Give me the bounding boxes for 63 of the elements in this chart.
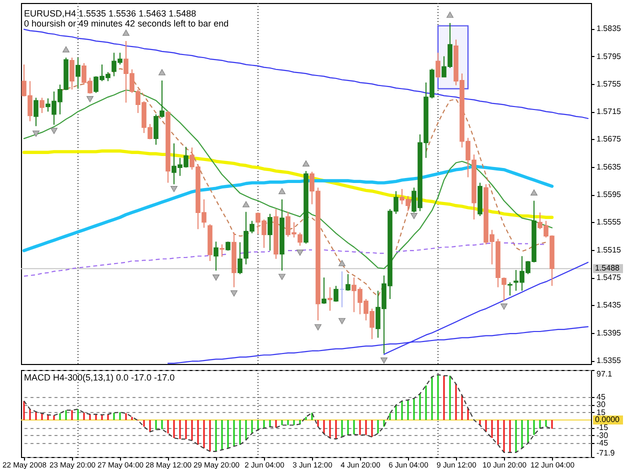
ref-line-label: 1.5488 bbox=[595, 264, 620, 273]
y-tick-label: -15 bbox=[596, 423, 609, 432]
candlestick bbox=[268, 213, 272, 252]
point bbox=[122, 30, 130, 36]
point bbox=[296, 250, 304, 256]
candlestick bbox=[334, 285, 338, 302]
candlestick bbox=[220, 244, 224, 258]
point bbox=[170, 186, 178, 192]
y-tick-label: 1.5675 bbox=[596, 134, 622, 144]
chart-title: MACD H4-300(5,13,1) 0.0 -17.0 -17.0 bbox=[24, 372, 175, 382]
y-tick-label: 1.5395 bbox=[596, 328, 622, 338]
ref-line-label: 0.0000 bbox=[595, 414, 620, 424]
y-tick-label: 30 bbox=[596, 400, 606, 410]
point bbox=[314, 324, 322, 330]
y-tick-label: 1.5555 bbox=[596, 218, 622, 227]
y-tick-label: 15 bbox=[596, 408, 606, 417]
candlestick bbox=[322, 277, 326, 304]
y-tick-label: 97.1 bbox=[596, 370, 613, 378]
point bbox=[302, 160, 310, 166]
candlestick bbox=[502, 277, 506, 302]
point bbox=[338, 260, 346, 266]
point bbox=[338, 318, 346, 324]
candlestick bbox=[214, 241, 218, 272]
candlestick bbox=[508, 282, 512, 296]
point bbox=[278, 188, 286, 194]
y-tick-label: -45 bbox=[596, 438, 609, 448]
y-tick-label: 1.5435 bbox=[596, 300, 622, 310]
y-tick-label: 1.5635 bbox=[596, 162, 622, 172]
candlestick bbox=[70, 57, 74, 90]
y-tick-label: 1.5795 bbox=[596, 52, 622, 61]
candlestick bbox=[346, 274, 350, 292]
point bbox=[86, 96, 94, 102]
y-tick-label: 1.5755 bbox=[596, 79, 622, 88]
point bbox=[242, 201, 250, 208]
y-tick-label: 1.5595 bbox=[596, 190, 622, 200]
y-tick-label: 1.5355 bbox=[596, 356, 622, 366]
y-tick-label: 1.5835 bbox=[596, 24, 622, 34]
candlestick bbox=[238, 242, 242, 275]
point bbox=[32, 130, 40, 137]
candlestick bbox=[34, 97, 38, 127]
candlestick bbox=[436, 52, 440, 78]
y-tick-label: 45 bbox=[596, 392, 606, 402]
candlestick bbox=[40, 97, 44, 114]
y-tick-label: 1.5475 bbox=[596, 273, 622, 282]
text: 0 hoursish or 49 minutes 42 seconds left to bar end bbox=[24, 18, 229, 28]
y-tick-label: 1.5715 bbox=[596, 107, 622, 116]
point bbox=[500, 304, 508, 310]
line-series bbox=[23, 28, 589, 120]
candlestick bbox=[298, 232, 302, 246]
point bbox=[446, 12, 454, 18]
point bbox=[50, 128, 58, 134]
y-tick-label: 1.5515 bbox=[596, 245, 622, 254]
candlestick bbox=[76, 57, 80, 90]
y-tick-label: -30 bbox=[596, 430, 609, 440]
point bbox=[380, 358, 388, 364]
y-tick-label: -71.9 bbox=[596, 448, 616, 458]
candlestick bbox=[328, 286, 332, 312]
text: EURUSD,H4 1.5535 1.5536 1.5463 1.5488 bbox=[24, 8, 196, 18]
point bbox=[278, 274, 286, 280]
point bbox=[212, 274, 220, 281]
point bbox=[230, 290, 238, 296]
point bbox=[158, 69, 166, 76]
point bbox=[62, 46, 70, 52]
